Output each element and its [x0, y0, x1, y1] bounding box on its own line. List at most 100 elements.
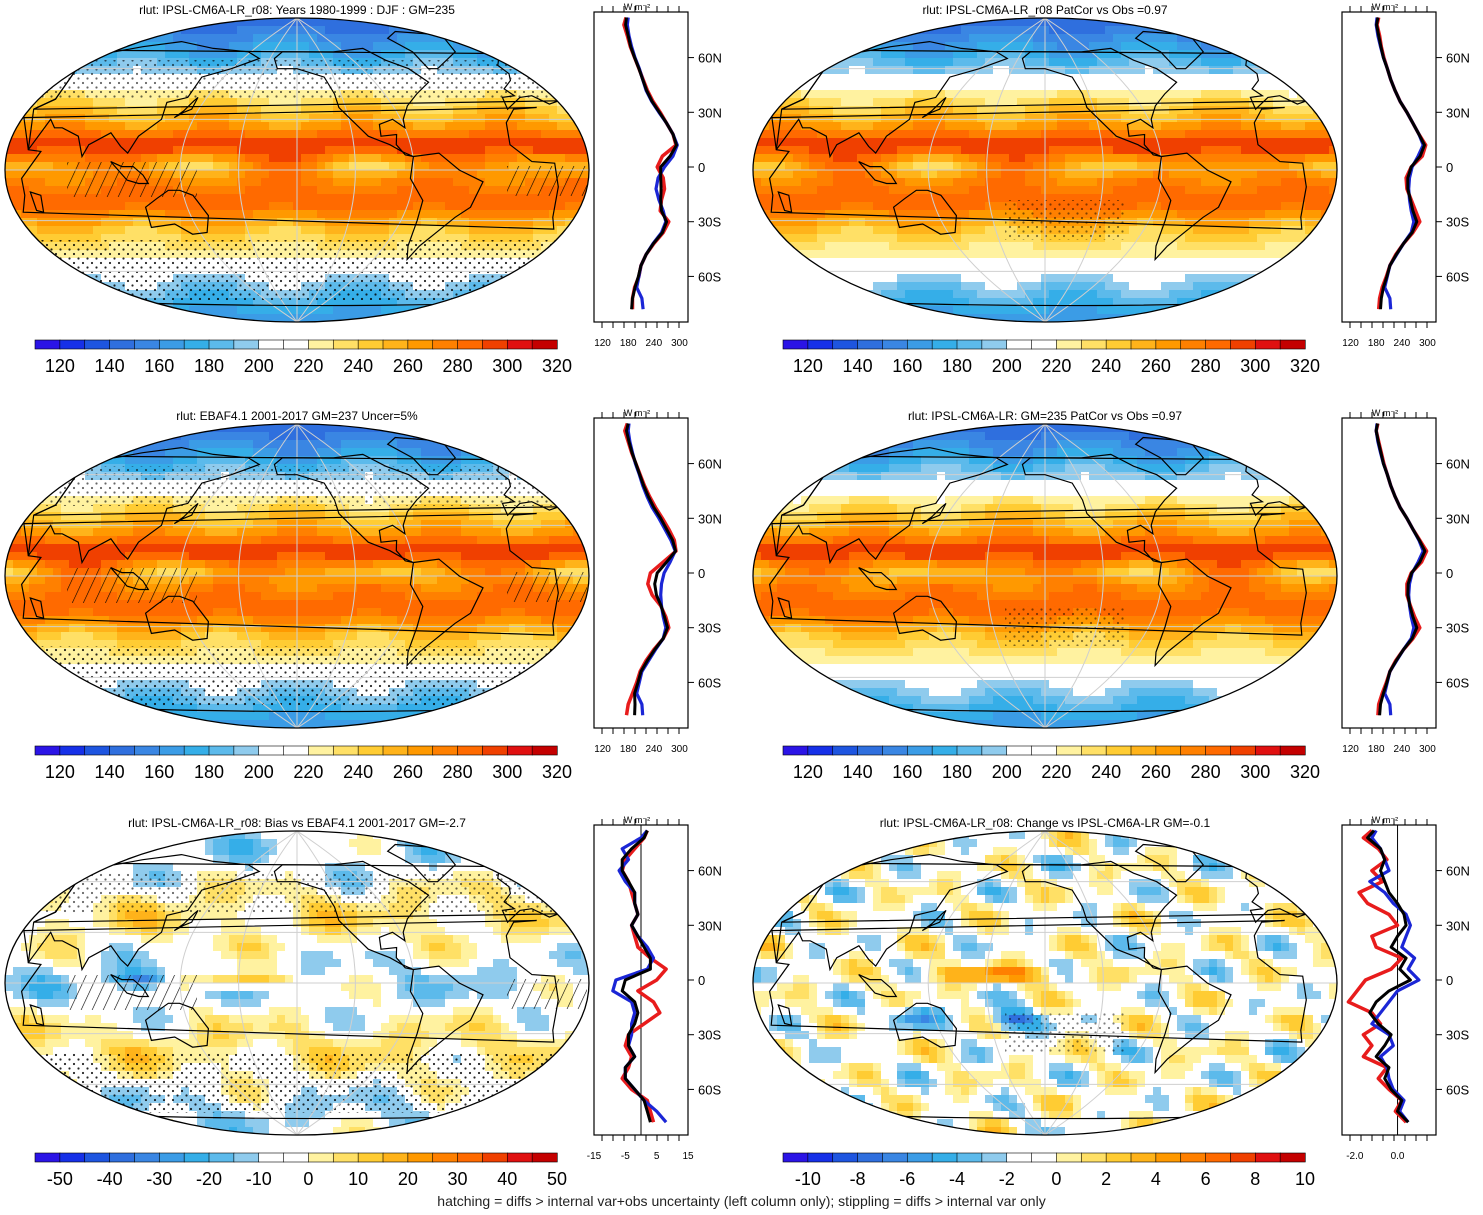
colorbar-swatch [1180, 745, 1207, 756]
colorbar-swatch [1279, 1152, 1306, 1163]
colorbar-swatch [134, 1152, 160, 1163]
colorbar-tick-label: 120 [45, 356, 75, 376]
colorbar-tick-label: 220 [1041, 356, 1071, 376]
colorbar: -50 -40 -30 -20 -10 0 10 20 30 40 50 [34, 1152, 567, 1189]
colorbar-swatch [258, 339, 285, 350]
colorbar-swatch [981, 1152, 1008, 1163]
footer-note: hatching = diffs > internal var+obs unce… [437, 1193, 1046, 1209]
profile-tick-label: 240 [1393, 338, 1410, 349]
profile-line-reference [1375, 17, 1426, 310]
zonal-profile: W m⁻² 60N 30N 0 30S 60S 120 180 240 300 [593, 2, 722, 349]
colorbar-swatch [931, 1152, 958, 1163]
colorbar-swatch [832, 745, 859, 756]
map-field [5, 18, 589, 322]
colorbar: 120 140 160 180 200 220 240 260 280 300 320 [34, 339, 572, 376]
profile-tick-label: 240 [645, 338, 662, 349]
colorbar-swatch [1130, 339, 1157, 350]
profile-tick-label: 180 [620, 744, 637, 755]
colorbar-swatch [59, 1152, 86, 1163]
colorbar-swatch [1279, 339, 1306, 350]
colorbar-swatch [807, 1152, 834, 1163]
colorbar-swatch [283, 1152, 310, 1163]
profile-tick-label: 180 [620, 338, 637, 349]
colorbar-tick-label: 180 [942, 356, 972, 376]
colorbar-tick-label: 0 [303, 1169, 313, 1189]
colorbar-swatch [407, 1152, 434, 1163]
colorbar-tick-label: 320 [1290, 762, 1320, 782]
colorbar-swatch [882, 745, 908, 756]
colorbar-swatch [357, 339, 384, 350]
colorbar-swatch [906, 339, 933, 350]
profile-lat-label: 60S [1446, 1082, 1469, 1097]
colorbar-tick-label: 140 [843, 762, 873, 782]
panel-2: rlut: IPSL-CM6A-LR_r08 PatCor vs Obs =0.… [752, 2, 1470, 376]
colorbar-tick-label: -6 [899, 1169, 915, 1189]
colorbar-swatch [1130, 1152, 1157, 1163]
colorbar-tick-label: 160 [144, 762, 174, 782]
colorbar-tick-label: 10 [348, 1169, 368, 1189]
colorbar-swatch [407, 745, 434, 756]
colorbar-tick-label: 220 [293, 356, 323, 376]
colorbar-swatch [1031, 339, 1058, 350]
colorbar-swatch [782, 745, 809, 756]
map-border [752, 423, 1338, 729]
colorbar-tick-label: 300 [1240, 762, 1270, 782]
colorbar-swatch [332, 745, 359, 756]
colorbar-swatch [158, 745, 185, 756]
profile-tick-label: 240 [645, 744, 662, 755]
colorbar-swatch [208, 1152, 235, 1163]
colorbar-tick-label: 4 [1151, 1169, 1161, 1189]
colorbar-tick-label: 120 [793, 762, 823, 782]
colorbar-swatch [283, 745, 310, 756]
map-border [4, 17, 590, 323]
profile-lat-label: 60N [698, 51, 722, 66]
colorbar-tick-label: 260 [393, 356, 423, 376]
colorbar-swatch [1180, 339, 1207, 350]
colorbar-tick-label: 320 [1290, 356, 1320, 376]
colorbar-swatch [308, 339, 334, 350]
profile-lat-label: 30S [1446, 1028, 1469, 1043]
colorbar-swatch [906, 745, 933, 756]
colorbar-swatch [1130, 745, 1157, 756]
colorbar-swatch [109, 745, 136, 756]
colorbar-swatch [832, 339, 859, 350]
profile-tick-label: 180 [1368, 338, 1385, 349]
colorbar-swatch [258, 745, 285, 756]
profile-lat-label: 30N [698, 511, 722, 526]
colorbar-swatch [308, 1152, 334, 1163]
colorbar-tick-label: 50 [547, 1169, 567, 1189]
colorbar-tick-label: 160 [892, 762, 922, 782]
colorbar: -10 -8 -6 -4 -2 0 2 4 6 8 10 [782, 1152, 1315, 1189]
colorbar-tick-label: 300 [492, 762, 522, 782]
colorbar-swatch [981, 339, 1008, 350]
colorbar-swatch [857, 745, 884, 756]
colorbar-swatch [1056, 1152, 1082, 1163]
colorbar-swatch [506, 745, 533, 756]
profile-line-reference [625, 423, 678, 716]
colorbar-swatch [832, 1152, 859, 1163]
colorbar-swatch [1254, 339, 1281, 350]
colorbar-swatch [1205, 1152, 1232, 1163]
colorbar-swatch [1205, 339, 1232, 350]
colorbar-tick-label: 220 [1041, 762, 1071, 782]
map-field [753, 831, 1337, 1135]
colorbar-swatch [158, 339, 185, 350]
colorbar-swatch [283, 339, 310, 350]
colorbar-swatch [506, 1152, 533, 1163]
profile-lat-label: 60S [1446, 269, 1469, 284]
profile-tick-label: 300 [1419, 338, 1436, 349]
profile-unit: W m⁻² [1372, 408, 1398, 418]
colorbar-swatch [882, 1152, 908, 1163]
colorbar-tick-label: 8 [1250, 1169, 1260, 1189]
colorbar-swatch [432, 1152, 459, 1163]
profile-unit: W m⁻² [1372, 815, 1398, 825]
colorbar-swatch [1230, 1152, 1256, 1163]
colorbar-swatch [857, 339, 884, 350]
colorbar-tick-label: -30 [146, 1169, 172, 1189]
profile-unit: W m⁻² [1372, 2, 1398, 12]
colorbar-swatch [134, 745, 160, 756]
map-graticule [753, 424, 1337, 728]
colorbar-swatch [981, 745, 1008, 756]
colorbar-swatch [109, 1152, 136, 1163]
colorbar-swatch [931, 339, 958, 350]
